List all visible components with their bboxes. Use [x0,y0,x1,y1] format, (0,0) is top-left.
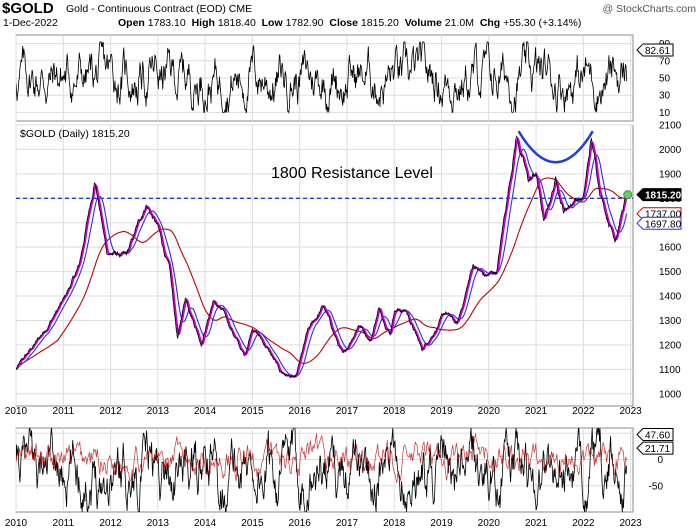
x-tick-label: 2022 [572,406,595,417]
high-value: 1818.40 [217,17,256,29]
bottom-y-tick-label: 0 [657,455,663,466]
price-tag-label: 1737.00 [645,210,682,221]
main-y-tick-label: 1900 [659,169,682,180]
x-tick-label: 2011 [53,518,75,529]
x-tick-label: 2019 [430,406,453,417]
price-tag-label: 1697.80 [645,219,682,230]
x-tick-label: 2016 [289,518,312,529]
last-close-marker [623,190,633,200]
x-tick-label: 2023 [620,518,643,529]
price-tag-label: 1815.20 [645,191,682,202]
top-value-tag-label: 82.61 [645,46,670,57]
high-label: High [191,17,215,29]
slow-ma-line [16,177,627,370]
volume-value: 21.0M [444,17,474,29]
volume-label: Volume [404,17,442,29]
main-y-tick-label: 1400 [659,292,682,303]
bottom-signal-tag-box [636,441,674,455]
bottom-signal-tag: 21.71 [636,441,674,455]
x-tick-label: 2021 [525,406,548,417]
x-tick-label: 2012 [99,406,122,417]
main-y-tick-label: 1100 [659,365,681,376]
close-label: Close [329,17,358,29]
bottom-oscillator-line [16,428,628,512]
close-value: 1815.20 [360,17,399,29]
chg-value: +55.30 (+3.14%) [503,17,582,29]
open-value: 1783.10 [147,17,186,29]
top-oscillator-line [16,40,628,114]
main-y-tick-label: 1600 [659,243,682,254]
x-tick-label: 2018 [383,518,406,529]
main-y-tick-label: 2000 [659,145,682,156]
price-tag-box [636,216,682,230]
cup-arc-annotation [517,130,594,164]
main-y-tick-label: 1200 [659,340,682,351]
bottom-value-tag-box [636,428,674,442]
main-y-tick-label: 1000 [659,389,682,400]
x-tick-label: 2021 [525,518,548,529]
top-oscillator-group [16,40,628,114]
x-tick-label: 2015 [241,518,264,529]
x-tick-label: 2014 [194,518,217,529]
bottom-signal-tag-label: 21.71 [645,444,670,455]
top-y-tick-label: 10 [659,108,671,119]
bottom-oscillator-group [16,428,628,512]
x-tick-label: 2015 [241,406,264,417]
main-panel-title: $GOLD (Daily) 1815.20 [20,128,130,140]
main-series-group [16,135,628,378]
x-tick-label: 2014 [194,406,217,417]
x-tick-label: 2013 [147,518,170,529]
chg-label: Chg [479,17,501,29]
top-value-tag-box [636,43,674,57]
x-tick-label: 2012 [99,518,122,529]
x-tick-label: 2023 [620,406,643,417]
price-tag-box [636,188,682,202]
top-y-tick-label: 50 [659,74,671,85]
price-line [16,135,628,378]
brand-label: @ StockCharts.com [602,3,696,15]
bottom-signal-line [16,433,628,484]
symbol-description: Gold - Continuous Contract (EOD) CME [66,3,253,15]
x-tick-label: 2013 [147,406,170,417]
x-tick-label: 2011 [53,406,75,417]
mid-ma-line [16,148,628,377]
quote-date: 1-Dec-2022 [3,17,58,29]
bottom-value-tag: 47.60 [636,428,674,442]
resistance-annotation: 1800 Resistance Level [271,165,433,182]
main-y-tick-label: 1500 [659,267,682,278]
x-tick-label: 2020 [478,518,501,529]
x-tick-label: 2022 [572,518,595,529]
open-label: Open [118,17,145,29]
x-tick-label: 2020 [478,406,501,417]
x-tick-label: 2010 [5,518,28,529]
bottom-y-tick-label: -50 [649,481,664,492]
main-y-tick-label: 1300 [659,316,682,327]
price-tag: 1815.20 [636,188,682,202]
top-y-tick-label: 70 [659,56,671,67]
top-y-tick-label: 30 [659,91,671,102]
x-tick-label: 2016 [289,406,312,417]
ohlc-summary: Open 1783.10 High 1818.40 Low 1782.90 Cl… [118,17,581,29]
x-tick-label: 2017 [336,406,359,417]
main-y-tick-label: 2100 [659,121,682,132]
low-label: Low [261,17,283,29]
x-tick-label: 2010 [5,406,28,417]
top-value-tag: 82.61 [636,43,674,57]
x-tick-label: 2017 [336,518,359,529]
price-tag: 1697.80 [636,216,682,230]
bottom-value-tag-label: 47.60 [645,431,670,442]
symbol-title: $GOLD [2,0,54,17]
x-tick-label: 2018 [383,406,406,417]
low-value: 1782.90 [285,17,324,29]
x-tick-label: 2019 [430,518,453,529]
